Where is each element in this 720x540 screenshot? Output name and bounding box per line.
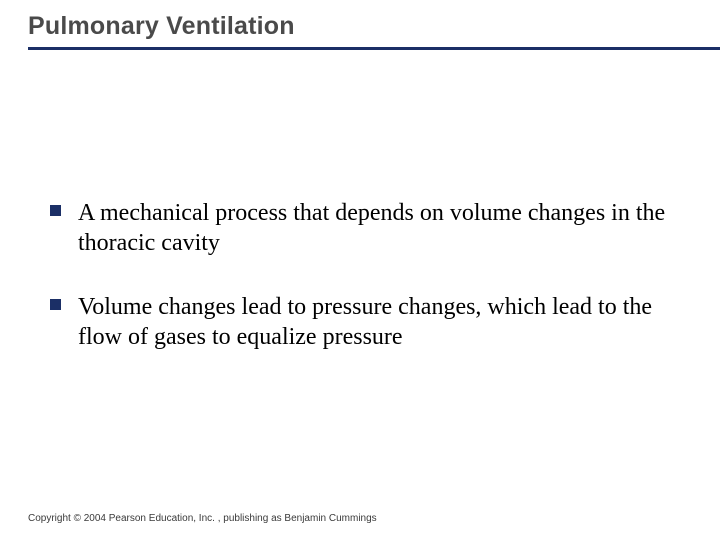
list-item: A mechanical process that depends on vol… [50,198,680,258]
bullet-icon [50,205,61,216]
bullet-list: A mechanical process that depends on vol… [50,198,680,352]
bullet-icon [50,299,61,310]
title-underline [28,47,720,50]
list-item: Volume changes lead to pressure changes,… [50,292,680,352]
slide: Pulmonary Ventilation A mechanical proce… [0,0,720,540]
bullet-text: A mechanical process that depends on vol… [78,200,665,256]
copyright-footer: Copyright © 2004 Pearson Education, Inc.… [28,513,377,524]
slide-title: Pulmonary Ventilation [28,12,720,41]
slide-body: A mechanical process that depends on vol… [0,198,720,352]
bullet-text: Volume changes lead to pressure changes,… [78,294,652,350]
title-area: Pulmonary Ventilation [0,0,720,50]
